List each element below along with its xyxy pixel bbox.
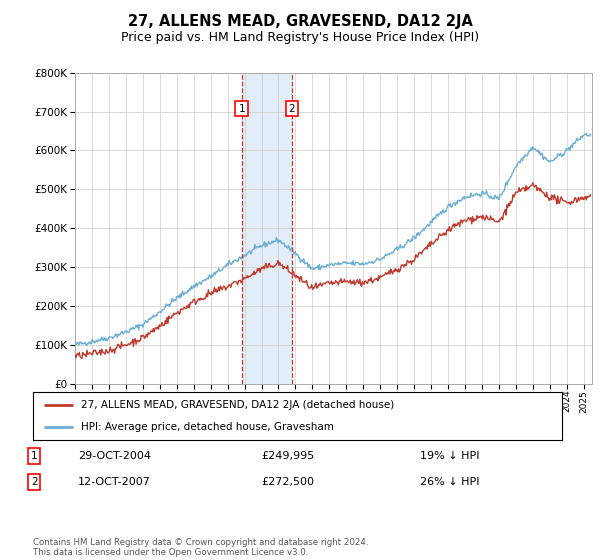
Text: £249,995: £249,995 bbox=[262, 451, 314, 461]
Text: 1: 1 bbox=[238, 104, 245, 114]
Text: 26% ↓ HPI: 26% ↓ HPI bbox=[420, 477, 479, 487]
Text: 12-OCT-2007: 12-OCT-2007 bbox=[78, 477, 151, 487]
Text: 27, ALLENS MEAD, GRAVESEND, DA12 2JA: 27, ALLENS MEAD, GRAVESEND, DA12 2JA bbox=[128, 14, 472, 29]
Bar bbox=[242, 73, 292, 384]
Text: HPI: Average price, detached house, Gravesham: HPI: Average price, detached house, Grav… bbox=[80, 422, 334, 432]
Text: 27, ALLENS MEAD, GRAVESEND, DA12 2JA (detached house): 27, ALLENS MEAD, GRAVESEND, DA12 2JA (de… bbox=[80, 400, 394, 410]
Text: 19% ↓ HPI: 19% ↓ HPI bbox=[420, 451, 479, 461]
Text: 2: 2 bbox=[31, 477, 38, 487]
Text: 2: 2 bbox=[289, 104, 295, 114]
Text: 29-OCT-2004: 29-OCT-2004 bbox=[78, 451, 151, 461]
Text: £272,500: £272,500 bbox=[262, 477, 314, 487]
Text: 1: 1 bbox=[31, 451, 38, 461]
Text: Price paid vs. HM Land Registry's House Price Index (HPI): Price paid vs. HM Land Registry's House … bbox=[121, 31, 479, 44]
Text: Contains HM Land Registry data © Crown copyright and database right 2024.
This d: Contains HM Land Registry data © Crown c… bbox=[33, 538, 368, 557]
